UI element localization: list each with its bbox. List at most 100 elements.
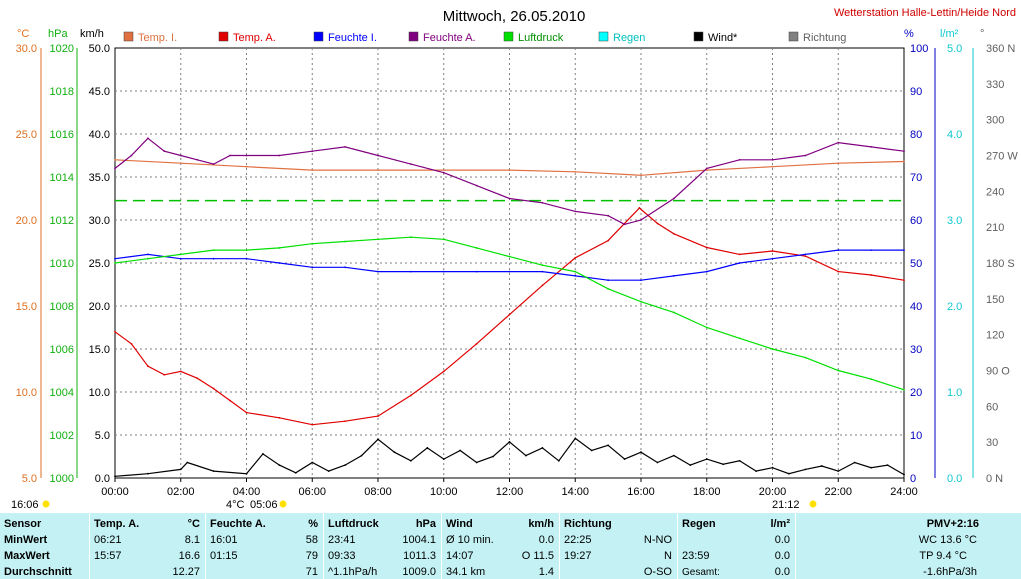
sun-icon-mid bbox=[279, 500, 287, 508]
chart-legend: Temp. I. Temp. A. Feuchte I. Feuchte A. Luft… bbox=[123, 31, 846, 44]
wind-axis-unit: km/h bbox=[80, 28, 104, 40]
data-point bbox=[837, 141, 840, 144]
data-point bbox=[870, 274, 873, 276]
temp-max-time: 15:57 bbox=[94, 550, 122, 562]
press-unit: hPa bbox=[415, 518, 436, 530]
hum-max-value: 79 bbox=[305, 550, 318, 562]
data-point bbox=[130, 154, 133, 157]
data-point bbox=[590, 449, 593, 452]
temp-tick-label: 25.0 bbox=[16, 129, 37, 141]
data-point bbox=[245, 165, 248, 168]
data-point bbox=[459, 449, 462, 452]
data-point bbox=[672, 454, 675, 457]
hum-tick-label: 100 bbox=[910, 43, 928, 55]
rain-head: Regen bbox=[682, 518, 716, 530]
wind-tick-label: 50.0 bbox=[89, 43, 110, 55]
statistics-panel: Sensor MinWert MaxWert Durchschnitt Temp… bbox=[0, 513, 1021, 579]
hum-head: Feuchte A. bbox=[210, 518, 266, 530]
rain-max-time: 23:59 bbox=[682, 550, 710, 562]
data-point bbox=[114, 167, 116, 170]
data-point bbox=[804, 468, 807, 471]
data-point bbox=[327, 470, 330, 473]
series-luftdruck bbox=[114, 236, 905, 391]
data-point bbox=[525, 454, 527, 457]
data-point bbox=[656, 222, 659, 225]
data-point bbox=[508, 270, 511, 273]
series-feuchte-a bbox=[114, 137, 905, 226]
wind-tick-label: 0.0 bbox=[95, 473, 110, 485]
data-point bbox=[705, 167, 708, 170]
data-point bbox=[508, 169, 511, 172]
time-tick-label: 22:00 bbox=[824, 486, 852, 498]
pressure-column: Luftdruck hPa 23:41 1004.1 09:33 1011.3 ^1.… bbox=[324, 513, 440, 579]
weather-chart: Mittwoch, 26.05.2010 Wetterstation Halle… bbox=[11, 7, 1019, 511]
wind-distance: 34.1 km bbox=[446, 566, 486, 578]
rain-tick-label: 0.0 bbox=[947, 473, 962, 485]
data-point bbox=[377, 415, 379, 417]
series-line bbox=[114, 437, 905, 477]
series-temp-a bbox=[114, 207, 905, 426]
axis-ticks: 00:00 02:00 04:00 06:00 08:00 10:00 12:00 14:00… bbox=[16, 43, 1019, 498]
legend-label: Feuchte A. bbox=[423, 32, 476, 44]
data-point bbox=[179, 162, 182, 165]
press-max-time: 09:33 bbox=[328, 550, 356, 562]
data-point bbox=[574, 270, 577, 273]
data-point bbox=[607, 287, 610, 290]
row-max: MaxWert bbox=[4, 550, 50, 562]
wind-unit: km/h bbox=[528, 518, 554, 530]
data-point bbox=[426, 447, 429, 449]
rain-tick-label: 5.0 bbox=[947, 43, 962, 55]
sunrise-time: 16:06 bbox=[11, 499, 39, 511]
data-point bbox=[311, 150, 314, 153]
wind-head: Wind bbox=[446, 518, 473, 530]
data-point bbox=[771, 165, 774, 168]
data-point bbox=[607, 239, 610, 242]
temp-max-value: 16.6 bbox=[178, 550, 200, 562]
data-point bbox=[179, 370, 182, 373]
temp-tick-label: 30.0 bbox=[16, 43, 37, 55]
data-point bbox=[475, 184, 478, 187]
temp-tick-label: 5.0 bbox=[22, 473, 37, 485]
time-tick-label: 10:00 bbox=[430, 486, 458, 498]
legend-label: Wind* bbox=[708, 32, 738, 44]
data-point bbox=[804, 356, 807, 359]
data-point bbox=[903, 279, 905, 282]
data-point bbox=[837, 369, 840, 372]
data-point bbox=[114, 330, 116, 333]
data-point bbox=[903, 150, 905, 153]
data-point bbox=[574, 170, 577, 173]
wind-max-value: O 11.5 bbox=[521, 550, 554, 562]
rain-unit: l/m² bbox=[770, 518, 790, 530]
wind-column: Wind km/h Ø 10 min. 0.0 14:07 O 11.5 34.1 k… bbox=[442, 513, 558, 579]
data-point bbox=[623, 458, 626, 460]
data-point bbox=[508, 440, 511, 443]
time-tick-label: 12:00 bbox=[496, 486, 524, 498]
data-point bbox=[771, 257, 774, 260]
time-tick-label: 18:00 bbox=[693, 486, 721, 498]
pmv-column: PMV+2:16 WC 13.6 °C TP 9.4 °C -1.6hPa/3h bbox=[796, 513, 1021, 579]
data-series bbox=[114, 137, 905, 478]
temp-column: Temp. A. °C 06:21 8.1 15:57 16.6 12.27 bbox=[90, 513, 204, 579]
data-point bbox=[393, 451, 396, 454]
data-point bbox=[804, 154, 807, 157]
dir-tick-label: 210 bbox=[986, 222, 1004, 234]
pmv-head: PMV+2:16 bbox=[926, 518, 979, 530]
wind-tick-label: 30.0 bbox=[89, 215, 110, 227]
data-point bbox=[689, 464, 692, 466]
temp-min-value: 8.1 bbox=[184, 534, 200, 546]
rain-tick-label: 4.0 bbox=[947, 129, 962, 141]
data-point bbox=[804, 255, 807, 258]
data-point bbox=[638, 207, 641, 209]
time-tick-label: 08:00 bbox=[364, 486, 392, 498]
data-point bbox=[442, 238, 445, 241]
dew-point: TP 9.4 °C bbox=[919, 550, 967, 562]
press-max-value: 1011.3 bbox=[403, 550, 436, 562]
temp-tick-label: 20.0 bbox=[16, 215, 37, 227]
data-point bbox=[245, 154, 248, 157]
data-point bbox=[344, 146, 347, 148]
data-point bbox=[163, 373, 166, 376]
sensor-head: Sensor bbox=[4, 518, 42, 530]
series-wind bbox=[114, 437, 905, 478]
dir-tick-label: 120 bbox=[986, 330, 1004, 342]
rain-tick-label: 2.0 bbox=[947, 301, 962, 313]
